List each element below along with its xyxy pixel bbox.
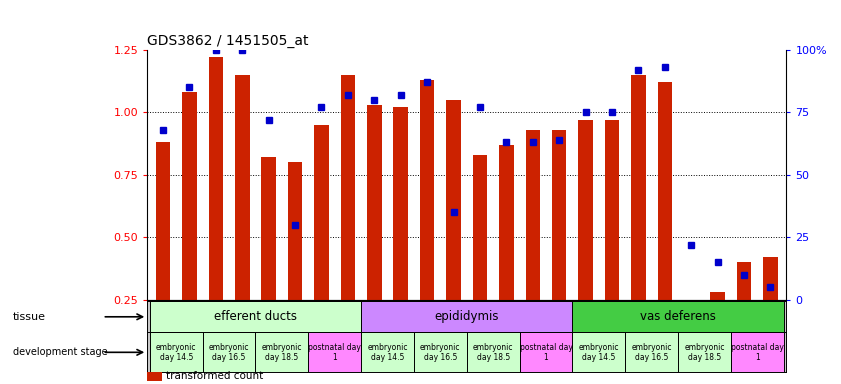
Text: postnatal day
1: postnatal day 1 — [731, 343, 784, 362]
Bar — [684, 300, 699, 307]
Bar — [573, 332, 625, 372]
Bar — [309, 332, 361, 372]
Bar — [341, 75, 355, 300]
Bar — [573, 301, 784, 332]
Bar — [631, 75, 646, 300]
Bar — [394, 108, 408, 300]
Bar — [520, 332, 573, 372]
Text: vas deferens: vas deferens — [640, 310, 716, 323]
Bar — [209, 58, 223, 300]
Bar — [499, 145, 514, 300]
Text: efferent ducts: efferent ducts — [214, 310, 297, 323]
Text: tissue: tissue — [13, 312, 45, 322]
Bar — [605, 120, 619, 300]
Text: embryonic
day 16.5: embryonic day 16.5 — [420, 343, 461, 362]
Bar — [256, 332, 309, 372]
Bar — [420, 80, 435, 300]
Bar — [288, 162, 303, 300]
Bar — [156, 142, 170, 300]
Text: postnatal day
1: postnatal day 1 — [520, 343, 573, 362]
Text: development stage: development stage — [13, 347, 108, 358]
Bar — [203, 332, 256, 372]
Bar — [150, 332, 203, 372]
Text: transformed count: transformed count — [166, 371, 263, 381]
Bar — [150, 301, 361, 332]
Bar — [361, 332, 414, 372]
Bar — [658, 83, 672, 300]
Text: embryonic
day 18.5: embryonic day 18.5 — [685, 343, 725, 362]
Bar — [473, 155, 487, 300]
Text: embryonic
day 14.5: embryonic day 14.5 — [156, 343, 197, 362]
Bar — [315, 125, 329, 300]
Text: embryonic
day 14.5: embryonic day 14.5 — [368, 343, 408, 362]
Bar — [579, 120, 593, 300]
Text: epididymis: epididymis — [435, 310, 499, 323]
Bar — [447, 100, 461, 300]
Bar — [467, 332, 520, 372]
Bar — [737, 262, 751, 300]
Text: embryonic
day 18.5: embryonic day 18.5 — [473, 343, 513, 362]
Text: GDS3862 / 1451505_at: GDS3862 / 1451505_at — [147, 33, 309, 48]
Bar — [526, 130, 540, 300]
Bar — [414, 332, 467, 372]
Text: embryonic
day 14.5: embryonic day 14.5 — [579, 343, 619, 362]
Bar — [235, 75, 250, 300]
Bar — [367, 105, 382, 300]
Text: embryonic
day 16.5: embryonic day 16.5 — [632, 343, 672, 362]
Text: embryonic
day 16.5: embryonic day 16.5 — [209, 343, 249, 362]
Bar — [764, 257, 778, 300]
Bar — [552, 130, 567, 300]
Bar — [678, 332, 731, 372]
Bar — [731, 332, 784, 372]
Bar — [262, 157, 276, 300]
Bar — [625, 332, 678, 372]
Bar — [711, 292, 725, 300]
Text: embryonic
day 18.5: embryonic day 18.5 — [262, 343, 302, 362]
Bar — [361, 301, 573, 332]
Bar — [182, 93, 197, 300]
Text: postnatal day
1: postnatal day 1 — [309, 343, 361, 362]
